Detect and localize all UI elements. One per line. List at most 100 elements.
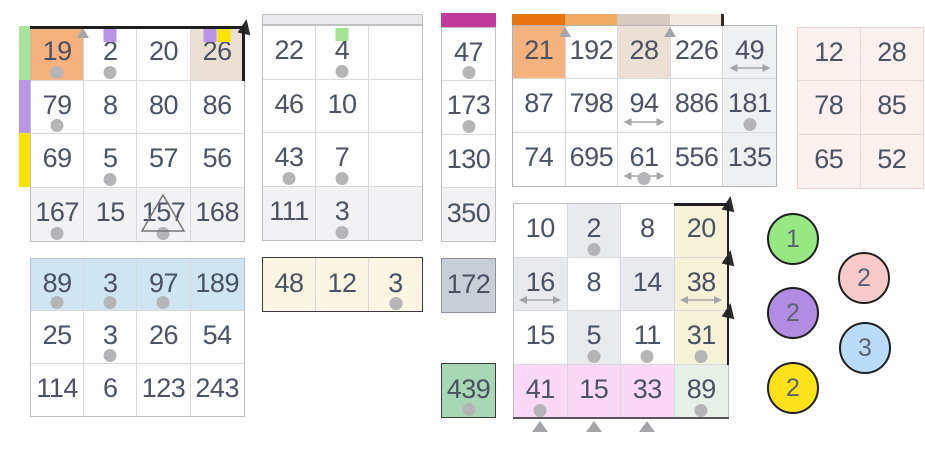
grid-cell[interactable]: 49 [723, 26, 776, 80]
grid-cell[interactable]: 25 [31, 311, 85, 364]
grid-cell[interactable]: 3 [84, 311, 138, 364]
grid-cell[interactable]: 74 [513, 132, 566, 186]
grid-cell[interactable]: 5 [567, 311, 621, 365]
grid-cell[interactable]: 8 [567, 257, 621, 311]
grid-cell[interactable]: 54 [190, 311, 244, 364]
grid-cell[interactable]: 78 [798, 81, 861, 135]
grid-cell[interactable]: 26 [190, 17, 254, 81]
grid-cell[interactable]: 2 [84, 27, 138, 81]
grid-cell[interactable]: 439 [442, 364, 495, 417]
grid-cell[interactable]: 168 [190, 187, 244, 241]
cell-value: 123 [141, 372, 186, 403]
grid-cell[interactable]: 79 [31, 80, 85, 134]
grid-cell[interactable]: 41 [514, 364, 568, 432]
grid-cell[interactable] [369, 79, 422, 133]
grid-cell[interactable]: 135 [723, 132, 776, 186]
grid-cell[interactable]: 87 [513, 79, 566, 133]
grid-cell[interactable]: 111 [263, 186, 316, 240]
grid-cell[interactable]: 65 [798, 134, 861, 188]
grid-cell[interactable]: 5 [84, 134, 138, 188]
grid-cell[interactable]: 157 [137, 187, 191, 241]
grid-cell[interactable]: 172 [442, 259, 495, 312]
grid-cell[interactable]: 123 [137, 363, 191, 417]
cell-value: 157 [141, 197, 186, 228]
grid-cell[interactable]: 3 [369, 258, 422, 311]
grid-cell[interactable]: 89 [31, 259, 85, 312]
count-badge[interactable]: 2 [767, 287, 819, 339]
cell-value: 7 [334, 142, 350, 173]
grid-cell[interactable]: 85 [860, 81, 923, 135]
grid-cell[interactable]: 695 [565, 132, 619, 186]
grid-cell[interactable]: 21 [513, 26, 571, 80]
grid-cell[interactable]: 31 [674, 301, 738, 365]
grid-cell[interactable]: 8 [84, 80, 138, 134]
grid-cell[interactable]: 556 [670, 132, 724, 186]
grid-cell[interactable]: 350 [442, 187, 495, 242]
grid-cell[interactable]: 11 [621, 311, 675, 365]
grid-cell[interactable]: 47 [442, 28, 495, 82]
count-badge[interactable]: 2 [838, 252, 890, 304]
grid-cell[interactable]: 38 [674, 248, 738, 311]
grid-cell[interactable]: 20 [673, 194, 738, 258]
grid-cell[interactable]: 22 [263, 26, 316, 80]
grid-cell[interactable]: 886 [670, 79, 724, 133]
grid-cell[interactable]: 48 [263, 258, 316, 311]
grid-cell[interactable]: 28 [618, 26, 676, 80]
count-badge[interactable]: 3 [839, 322, 891, 374]
grid-cell[interactable]: 28 [860, 28, 923, 82]
grid-cell[interactable] [369, 133, 422, 187]
grid-cell[interactable]: 80 [137, 80, 191, 134]
grid-cell[interactable]: 46 [263, 79, 316, 133]
grid-cell[interactable]: 798 [565, 79, 619, 133]
grid-cell[interactable]: 52 [860, 134, 923, 188]
grid-cell[interactable]: 173 [442, 81, 495, 135]
grid-cell[interactable]: 14 [621, 257, 675, 311]
grid-cell[interactable]: 15 [84, 187, 138, 241]
grid-cell[interactable]: 243 [190, 363, 244, 417]
grid-cell[interactable]: 69 [31, 134, 85, 188]
cell-value: 97 [148, 267, 179, 298]
marker-dot-icon [637, 171, 651, 185]
grid-bottom-left: 89 3 97 189 25 3 26 54 114 6 123 243 [30, 258, 245, 418]
grid-cell[interactable]: 10 [316, 79, 369, 133]
grid-cell[interactable]: 2 [567, 204, 621, 258]
grid-cell[interactable]: 15 [514, 311, 568, 365]
grid-cell[interactable]: 181 [723, 79, 776, 133]
grid-cell[interactable]: 226 [670, 26, 724, 80]
grid-cell[interactable]: 89 [674, 364, 728, 418]
grid-cell[interactable]: 10 [514, 204, 568, 258]
grid-cell[interactable] [369, 26, 422, 80]
grid-cell[interactable]: 86 [190, 80, 244, 134]
grid-cell[interactable]: 19 [31, 27, 90, 81]
grid-cell[interactable]: 20 [137, 27, 191, 81]
resize-arrow-icon [729, 63, 771, 73]
grid-cell[interactable]: 97 [137, 259, 191, 312]
grid-cell[interactable]: 192 [565, 26, 619, 80]
grid-cell[interactable]: 61 [618, 132, 671, 186]
grid-cell[interactable]: 12 [798, 28, 861, 82]
grid-cell[interactable]: 33 [621, 364, 675, 432]
grid-cell[interactable]: 130 [442, 134, 495, 188]
count-badge[interactable]: 2 [767, 362, 819, 414]
grid-cell[interactable] [369, 186, 422, 240]
grid-cell[interactable]: 114 [31, 363, 85, 417]
grid-cell[interactable]: 6 [84, 363, 138, 417]
grid-cell[interactable]: 189 [190, 259, 244, 312]
grid-cell[interactable]: 7 [316, 133, 369, 187]
grid-cell[interactable]: 94 [618, 79, 671, 133]
grid-cell[interactable]: 167 [31, 187, 85, 241]
marker-dot-icon [335, 64, 349, 78]
grid-cell[interactable]: 3 [316, 186, 369, 240]
grid-cell[interactable]: 26 [137, 311, 191, 364]
grid-cell[interactable]: 15 [567, 364, 621, 432]
grid-cell[interactable]: 57 [137, 134, 191, 188]
marker-dot-icon [103, 296, 117, 310]
grid-cell[interactable]: 4 [316, 26, 369, 80]
grid-cell[interactable]: 12 [316, 258, 369, 311]
grid-cell[interactable]: 56 [190, 134, 244, 188]
grid-cell[interactable]: 8 [621, 204, 675, 258]
grid-cell[interactable]: 16 [514, 257, 568, 311]
count-badge[interactable]: 1 [767, 213, 819, 265]
grid-cell[interactable]: 3 [84, 259, 138, 312]
grid-cell[interactable]: 43 [263, 133, 316, 187]
